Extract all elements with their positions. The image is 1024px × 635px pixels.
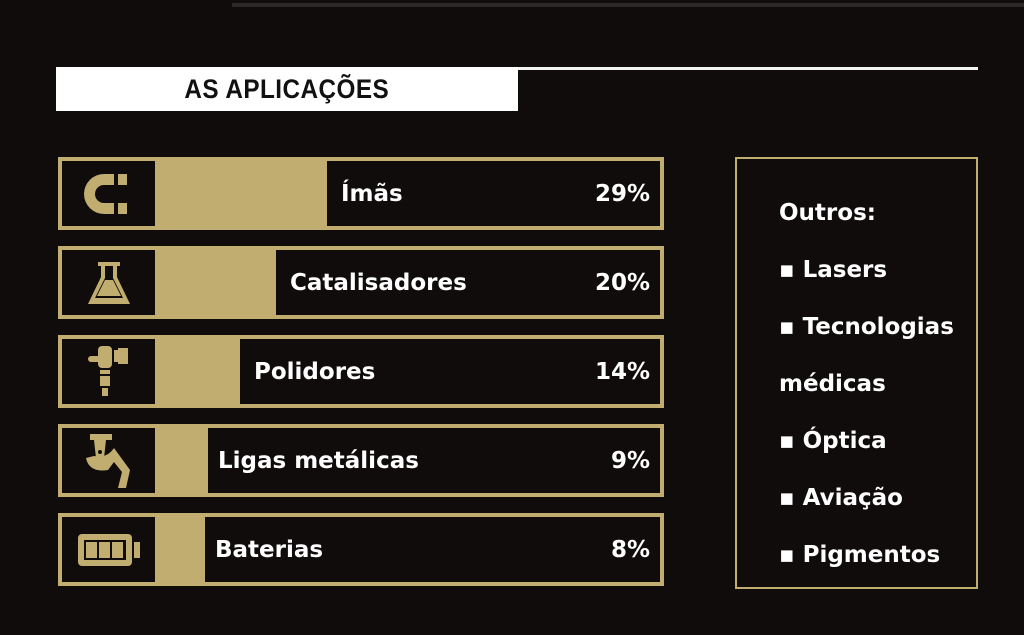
bar-label: Baterias — [215, 536, 324, 563]
bar: Ímãs 29% — [327, 161, 660, 226]
others-item: médicas — [779, 371, 886, 397]
bar-label: Ligas metálicas — [218, 447, 419, 474]
title-banner: AS APLICAÇÕES — [56, 67, 518, 111]
bar-value: 20% — [594, 269, 650, 296]
title-rule — [518, 67, 978, 70]
others-item: ▪ Óptica — [779, 428, 887, 454]
others-panel: Outros: ▪ Lasers ▪ Tecnologias médicas ▪… — [735, 157, 978, 589]
bar: Baterias 8% — [205, 517, 660, 582]
bar-row: Ímãs 29% — [58, 157, 664, 230]
bar: Polidores 14% — [240, 339, 660, 404]
bar: Ligas metálicas 9% — [208, 428, 660, 493]
bar-value: 9% — [610, 447, 650, 474]
bar-value: 29% — [594, 180, 650, 207]
others-item: ▪ Aviação — [779, 485, 903, 511]
top-divider — [232, 3, 1024, 7]
flask-icon — [62, 250, 155, 315]
bar-row: Catalisadores 20% — [58, 246, 664, 319]
bar-label: Polidores — [254, 358, 376, 385]
bar-label: Ímãs — [341, 180, 403, 207]
magnet-icon — [62, 161, 155, 226]
bar-value: 8% — [610, 536, 650, 563]
bar-row: Polidores 14% — [58, 335, 664, 408]
page-title: AS APLICAÇÕES — [184, 73, 390, 104]
bar-row: Baterias 8% — [58, 513, 664, 586]
bar: Catalisadores 20% — [276, 250, 660, 315]
others-item: ▪ Tecnologias — [779, 314, 954, 340]
bar-label: Catalisadores — [290, 269, 467, 296]
battery-icon — [62, 517, 155, 582]
others-item: ▪ Pigmentos — [779, 542, 941, 568]
others-title: Outros: — [779, 200, 876, 226]
others-item: ▪ Lasers — [779, 257, 888, 283]
bar-row: Ligas metálicas 9% — [58, 424, 664, 497]
bar-value: 14% — [594, 358, 650, 385]
polisher-icon — [62, 339, 155, 404]
pouring-ladle-icon — [62, 428, 155, 493]
